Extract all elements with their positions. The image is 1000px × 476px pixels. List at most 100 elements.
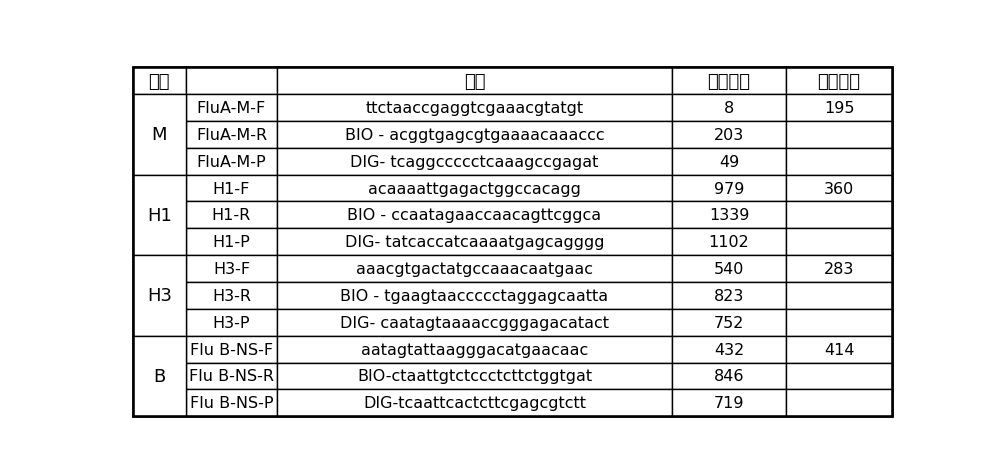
Bar bbox=[186, 202, 277, 229]
Text: Flu B-NS-P: Flu B-NS-P bbox=[190, 396, 273, 410]
Text: ttctaaccgaggtcgaaacgtatgt: ttctaaccgaggtcgaaacgtatgt bbox=[365, 101, 584, 116]
Bar bbox=[672, 175, 786, 202]
Bar bbox=[672, 309, 786, 336]
Bar bbox=[277, 256, 672, 282]
Text: 432: 432 bbox=[714, 342, 744, 357]
Bar bbox=[672, 336, 786, 363]
Bar bbox=[133, 175, 186, 256]
Text: H3-F: H3-F bbox=[213, 261, 250, 277]
Bar bbox=[186, 336, 277, 363]
Bar bbox=[186, 149, 277, 175]
Text: 283: 283 bbox=[824, 261, 854, 277]
Bar bbox=[133, 336, 186, 416]
Bar bbox=[186, 309, 277, 336]
Bar bbox=[786, 389, 892, 416]
Text: 203: 203 bbox=[714, 128, 744, 142]
Text: DIG- tcaggccccctcaaagccgagat: DIG- tcaggccccctcaaagccgagat bbox=[350, 154, 599, 169]
Text: 名称: 名称 bbox=[149, 72, 170, 90]
Bar bbox=[186, 256, 277, 282]
Text: 719: 719 bbox=[714, 396, 744, 410]
Bar bbox=[786, 229, 892, 256]
Bar bbox=[186, 229, 277, 256]
Bar bbox=[672, 363, 786, 389]
Text: FluA-M-P: FluA-M-P bbox=[197, 154, 266, 169]
Bar bbox=[786, 256, 892, 282]
Text: 1339: 1339 bbox=[709, 208, 749, 223]
Text: 49: 49 bbox=[719, 154, 739, 169]
Text: H1-R: H1-R bbox=[212, 208, 251, 223]
Bar bbox=[277, 336, 672, 363]
Text: 752: 752 bbox=[714, 315, 744, 330]
Text: BIO - ccaatagaaccaacagttcggca: BIO - ccaatagaaccaacagttcggca bbox=[347, 208, 602, 223]
Bar bbox=[277, 122, 672, 149]
Bar bbox=[672, 282, 786, 309]
Bar bbox=[277, 309, 672, 336]
Text: 195: 195 bbox=[824, 101, 854, 116]
Text: BIO-ctaattgtctccctcttctggtgat: BIO-ctaattgtctccctcttctggtgat bbox=[357, 368, 592, 384]
Text: 414: 414 bbox=[824, 342, 854, 357]
Bar bbox=[672, 389, 786, 416]
Text: DIG-tcaattcactcttcgagcgtctt: DIG-tcaattcactcttcgagcgtctt bbox=[363, 396, 586, 410]
Bar bbox=[186, 363, 277, 389]
Text: FluA-M-F: FluA-M-F bbox=[197, 101, 266, 116]
Bar bbox=[277, 68, 672, 95]
Text: H1: H1 bbox=[147, 207, 172, 224]
Bar bbox=[186, 68, 277, 95]
Bar bbox=[186, 282, 277, 309]
Text: DIG- tatcaccatcaaaatgagcagggg: DIG- tatcaccatcaaaatgagcagggg bbox=[345, 235, 604, 250]
Bar bbox=[672, 68, 786, 95]
Text: Flu B-NS-R: Flu B-NS-R bbox=[189, 368, 274, 384]
Text: DIG- caatagtaaaaccgggagacatact: DIG- caatagtaaaaccgggagacatact bbox=[340, 315, 609, 330]
Bar bbox=[786, 175, 892, 202]
Text: 846: 846 bbox=[714, 368, 744, 384]
Bar bbox=[786, 68, 892, 95]
Bar bbox=[186, 95, 277, 122]
Bar bbox=[277, 363, 672, 389]
Bar bbox=[786, 336, 892, 363]
Text: BIO - tgaagtaaccccctaggagcaatta: BIO - tgaagtaaccccctaggagcaatta bbox=[340, 288, 609, 303]
Bar bbox=[672, 95, 786, 122]
Bar bbox=[186, 389, 277, 416]
Bar bbox=[186, 175, 277, 202]
Text: H1-P: H1-P bbox=[213, 235, 250, 250]
Text: aatagtattaagggacatgaacaac: aatagtattaagggacatgaacaac bbox=[361, 342, 588, 357]
Text: H3-P: H3-P bbox=[213, 315, 250, 330]
Bar bbox=[277, 149, 672, 175]
Bar bbox=[786, 202, 892, 229]
Bar bbox=[277, 229, 672, 256]
Bar bbox=[277, 202, 672, 229]
Text: H3: H3 bbox=[147, 287, 172, 305]
Bar bbox=[133, 256, 186, 336]
Bar bbox=[672, 229, 786, 256]
Bar bbox=[672, 202, 786, 229]
Bar bbox=[786, 309, 892, 336]
Text: M: M bbox=[152, 126, 167, 144]
Text: BIO - acggtgagcgtgaaaacaaaccc: BIO - acggtgagcgtgaaaacaaaccc bbox=[345, 128, 604, 142]
Bar bbox=[133, 95, 186, 175]
Text: 8: 8 bbox=[724, 101, 734, 116]
Text: H1-F: H1-F bbox=[213, 181, 250, 196]
Text: Flu B-NS-F: Flu B-NS-F bbox=[190, 342, 273, 357]
Text: H3-R: H3-R bbox=[212, 288, 251, 303]
Text: 扩增长度: 扩增长度 bbox=[818, 72, 861, 90]
Text: 序列: 序列 bbox=[464, 72, 485, 90]
Bar bbox=[186, 122, 277, 149]
Bar bbox=[277, 175, 672, 202]
Bar bbox=[786, 363, 892, 389]
Bar bbox=[786, 282, 892, 309]
Text: 360: 360 bbox=[824, 181, 854, 196]
Bar bbox=[277, 389, 672, 416]
Bar bbox=[133, 68, 186, 95]
Text: 序列位置: 序列位置 bbox=[707, 72, 750, 90]
Bar bbox=[672, 256, 786, 282]
Bar bbox=[786, 95, 892, 122]
Text: acaaaattgagactggccacagg: acaaaattgagactggccacagg bbox=[368, 181, 581, 196]
Bar bbox=[672, 122, 786, 149]
Bar bbox=[277, 95, 672, 122]
Text: FluA-M-R: FluA-M-R bbox=[196, 128, 267, 142]
Bar bbox=[786, 122, 892, 149]
Text: aaacgtgactatgccaaacaatgaac: aaacgtgactatgccaaacaatgaac bbox=[356, 261, 593, 277]
Text: 823: 823 bbox=[714, 288, 744, 303]
Bar bbox=[786, 149, 892, 175]
Text: 540: 540 bbox=[714, 261, 744, 277]
